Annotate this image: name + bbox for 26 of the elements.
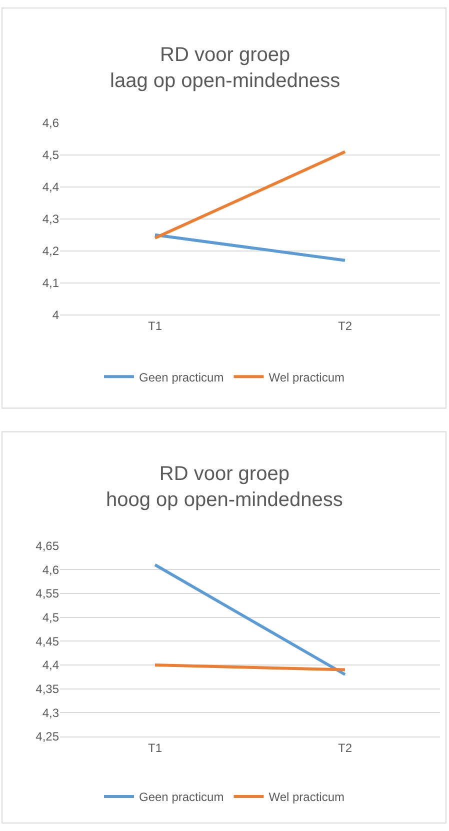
y-tick-label: 4,45 xyxy=(36,634,60,648)
chart-title: RD voor groep laag op open-mindedness xyxy=(110,44,340,92)
x-tick-label: T1 xyxy=(148,740,162,755)
y-tick-label: 4,3 xyxy=(42,212,60,226)
y-tick-label: 4,6 xyxy=(42,116,60,130)
y-tick-label: 4,25 xyxy=(36,730,60,744)
x-tick-label: T2 xyxy=(338,740,352,755)
y-tick-label: 4,4 xyxy=(42,658,60,672)
x-tick-label: T2 xyxy=(338,319,352,334)
x-tick-label: T1 xyxy=(148,319,162,334)
legend-label: Geen practicum xyxy=(139,790,224,804)
legend-label: Wel practicum xyxy=(268,790,345,804)
y-tick-label: 4,5 xyxy=(42,148,60,162)
y-tick-label: 4,2 xyxy=(42,244,60,258)
y-tick-label: 4,35 xyxy=(36,682,60,696)
y-tick-label: 4,6 xyxy=(42,562,60,577)
y-tick-label: 4 xyxy=(52,308,60,322)
chart-title: RD voor groep hoog op open-mindedness xyxy=(106,463,343,511)
y-tick-label: 4,1 xyxy=(42,276,60,290)
legend-label: Geen practicum xyxy=(139,370,224,384)
y-tick-label: 4,55 xyxy=(36,586,60,601)
y-tick-label: 4,4 xyxy=(42,180,60,194)
y-tick-label: 4,5 xyxy=(42,610,60,624)
y-tick-label: 4,65 xyxy=(36,538,60,553)
y-tick-label: 4,3 xyxy=(42,706,60,720)
legend-label: Wel practicum xyxy=(268,370,345,384)
